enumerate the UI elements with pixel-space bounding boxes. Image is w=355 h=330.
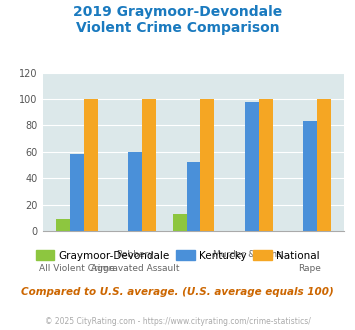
Bar	[56, 219, 70, 231]
Text: Violent Crime Comparison: Violent Crime Comparison	[76, 21, 279, 35]
Bar	[186, 162, 201, 231]
Bar	[258, 99, 273, 231]
Text: © 2025 CityRating.com - https://www.cityrating.com/crime-statistics/: © 2025 CityRating.com - https://www.city…	[45, 317, 310, 326]
Text: Aggravated Assault: Aggravated Assault	[91, 264, 180, 273]
Bar	[70, 154, 84, 231]
Bar	[129, 152, 142, 231]
Text: Rape: Rape	[298, 264, 321, 273]
Bar	[142, 99, 156, 231]
Bar	[245, 102, 258, 231]
Bar	[201, 99, 214, 231]
Bar	[317, 99, 331, 231]
Bar	[173, 214, 186, 231]
Legend: Graymoor-Devondale, Kentucky, National: Graymoor-Devondale, Kentucky, National	[32, 246, 323, 265]
Text: All Violent Crime: All Violent Crime	[39, 264, 115, 273]
Text: Robbery: Robbery	[116, 250, 154, 259]
Text: 2019 Graymoor-Devondale: 2019 Graymoor-Devondale	[73, 5, 282, 19]
Text: Murder & Mans...: Murder & Mans...	[213, 250, 290, 259]
Text: Compared to U.S. average. (U.S. average equals 100): Compared to U.S. average. (U.S. average …	[21, 287, 334, 297]
Bar	[303, 121, 317, 231]
Bar	[84, 99, 98, 231]
